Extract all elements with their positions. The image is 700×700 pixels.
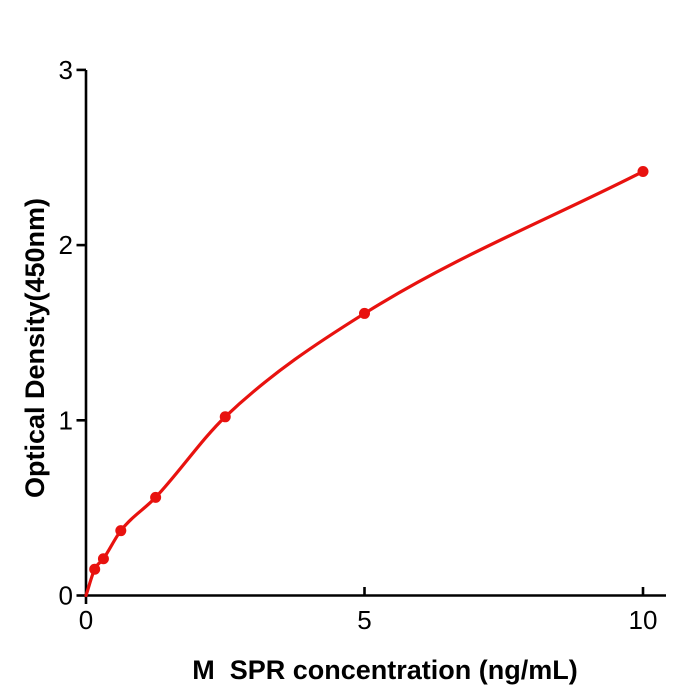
x-tick-label: 10: [629, 605, 658, 635]
y-tick-label: 0: [59, 581, 73, 611]
y-tick-label: 2: [59, 230, 73, 260]
x-tick-label: 5: [357, 605, 371, 635]
data-point-marker: [150, 491, 162, 503]
data-point-marker: [97, 553, 109, 565]
y-tick-label: 1: [59, 405, 73, 435]
y-tick-label: 3: [59, 55, 73, 85]
data-point-marker: [115, 525, 127, 537]
data-series: [84, 166, 649, 598]
data-point-marker: [359, 307, 370, 319]
x-axis-title: M SPR concentration (ng/mL): [192, 655, 578, 685]
y-axis-title: Optical Density(450nm): [20, 198, 50, 498]
data-point-marker: [219, 411, 231, 423]
axes: 0 5 10 0 1 2 3: [59, 55, 666, 635]
standard-curve-line: [84, 169, 645, 598]
data-point-marker: [89, 563, 101, 575]
x-tick-label: 0: [79, 605, 93, 635]
data-point-marker: [637, 166, 649, 178]
